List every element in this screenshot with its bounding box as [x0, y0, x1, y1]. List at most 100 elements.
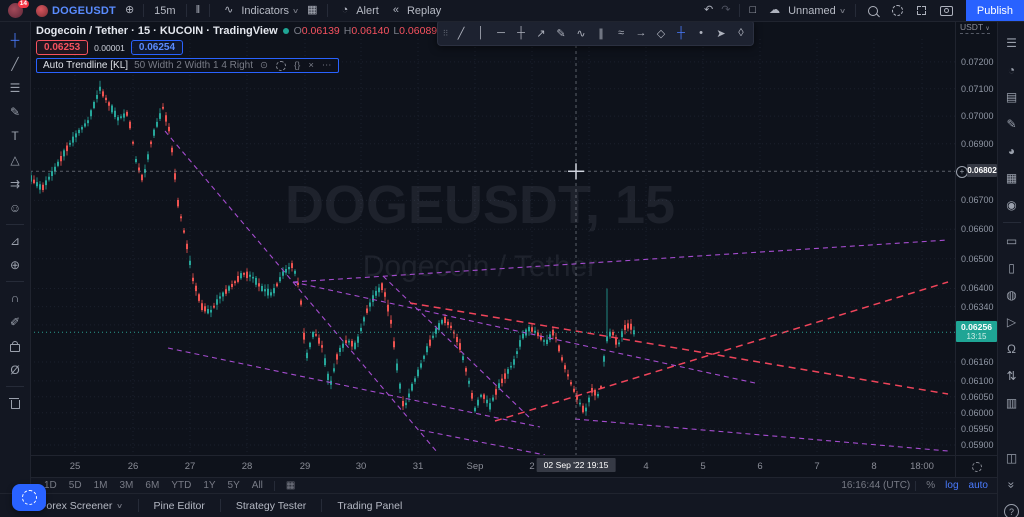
source-code-icon[interactable]: {} [293, 60, 301, 71]
tab-trading-panel[interactable]: Trading Panel [337, 499, 403, 512]
cross-line-tool[interactable]: ┼ [517, 27, 525, 39]
log-scale-button[interactable]: log [945, 480, 959, 491]
price-tick: 0.06700 [961, 195, 994, 205]
live-icon[interactable]: ▷ [1006, 314, 1017, 329]
alerts-icon[interactable]: ◔ [1007, 62, 1016, 77]
dot-tool[interactable]: • [699, 27, 703, 39]
cursor-tool[interactable]: ➤ [716, 27, 726, 40]
time-axis[interactable]: 25 26 27 28 29 30 31 Sep 2 4 5 6 7 8 18:00 02 Sep '22 1… [30, 455, 997, 478]
horizontal-line-tool[interactable]: ─ [497, 27, 505, 39]
range-button-1d[interactable]: 1D [44, 480, 57, 491]
tab-forex-screener[interactable]: Forex Screener ∨ [40, 499, 124, 512]
replay-button[interactable]: « Replay [384, 5, 446, 17]
magnet-tool[interactable]: ∩ [10, 291, 20, 305]
parallel-channel-tool[interactable]: ∥ [598, 27, 604, 40]
series-title[interactable]: Dogecoin / Tether · 15 · KUCOIN · Tradin… [36, 25, 278, 37]
fib-retracement-tool[interactable]: ☰ [9, 81, 21, 95]
user-avatar[interactable]: 14 [8, 0, 29, 18]
collapse-panel-icon[interactable]: » [1004, 481, 1019, 488]
indicator-row[interactable]: Auto Trendline [KL] 50 Width 2 Width 1 4… [36, 58, 340, 73]
notifications-bell-icon[interactable]: Ω [1007, 341, 1016, 356]
arrow-tool[interactable]: ↗ [536, 27, 546, 40]
public-chat-icon[interactable]: ▭ [1005, 233, 1018, 248]
help-icon[interactable]: ? [1001, 498, 1023, 517]
object-tree-icon[interactable]: ◫ [1005, 450, 1018, 465]
chart-style-icon[interactable]: ‖ [195, 4, 201, 16]
data-window-icon[interactable]: ▥ [1005, 395, 1018, 410]
save-layout-button[interactable]: ☁ Unnamed ∨ [760, 5, 850, 17]
zoom-in-tool[interactable]: ⊕ [9, 258, 21, 272]
measure-tool[interactable]: ⊿ [9, 234, 21, 248]
range-button-5y[interactable]: 5Y [227, 480, 240, 491]
calendar-icon[interactable]: ▦ [1005, 170, 1018, 185]
crosshair-tool[interactable]: ┼ [677, 27, 685, 39]
redo-icon[interactable]: ↷ [721, 4, 731, 16]
auto-scale-button[interactable]: auto [968, 480, 988, 491]
range-button-3m[interactable]: 3M [119, 480, 134, 491]
eye-icon[interactable]: ⊙ [260, 60, 268, 71]
screenshot-camera-icon[interactable] [939, 5, 953, 16]
indicator-templates-icon[interactable]: ▦ [307, 4, 318, 16]
rotated-rect-tool[interactable]: ◇ [656, 27, 666, 40]
streams-icon[interactable]: ◍ [1006, 287, 1017, 302]
settings-gear-icon[interactable] [891, 5, 903, 16]
drawing-mode-tool[interactable]: ✐ [9, 315, 21, 329]
sell-button[interactable]: 0.06253 [36, 40, 89, 55]
axis-currency-toggle[interactable]: USDT ∨ [960, 22, 990, 34]
range-button-1m[interactable]: 1M [93, 480, 108, 491]
search-icon[interactable] [867, 5, 878, 16]
axis-settings-gear-icon[interactable] [972, 462, 982, 472]
percent-scale-button[interactable]: % [926, 480, 936, 491]
eraser-tool[interactable]: ◊ [738, 27, 744, 39]
clock[interactable]: 16:16:44 (UTC) [841, 480, 911, 491]
news-icon[interactable]: ▤ [1005, 89, 1018, 104]
crosshair-tool[interactable]: ┼ [10, 33, 20, 47]
fullscreen-icon[interactable] [916, 6, 926, 15]
watchlist-icon[interactable]: ☰ [1006, 35, 1017, 50]
private-chat-icon[interactable]: ▯ [1008, 260, 1015, 275]
indicator-settings-icon[interactable] [275, 60, 286, 71]
publish-button[interactable]: Publish [965, 0, 1024, 21]
text-tool[interactable]: T [11, 129, 19, 143]
polyline-tool[interactable]: ∿ [576, 27, 586, 40]
tab-pine-editor[interactable]: Pine Editor [153, 499, 205, 512]
ideas-journal-icon[interactable]: ✎ [1006, 116, 1017, 131]
close-icon[interactable]: × [308, 60, 314, 71]
remove-all-drawings-tool[interactable] [4, 391, 26, 415]
range-button-all[interactable]: All [251, 480, 263, 491]
hotlists-icon[interactable]: ◕ [1007, 143, 1016, 158]
hide-all-drawings-tool[interactable]: Ø [10, 363, 20, 377]
range-button-1y[interactable]: 1Y [203, 480, 216, 491]
price-axis[interactable]: USDT ∨ 0.07200 0.07100 0.07000 0.06900 0.067… [955, 21, 998, 455]
flat-channel-tool[interactable]: ≈ [617, 27, 625, 39]
support-chat-button[interactable] [12, 484, 46, 511]
buy-button[interactable]: 0.06254 [130, 40, 184, 55]
brush-tool[interactable]: ✎ [556, 27, 566, 40]
tab-strategy-tester[interactable]: Strategy Tester [235, 499, 307, 512]
go-to-date-icon[interactable]: ▦ [285, 480, 296, 491]
brush-tool[interactable]: ✎ [9, 105, 21, 119]
drag-handle[interactable]: ⠿ [442, 28, 449, 38]
prediction-tool[interactable]: ⇉ [9, 177, 21, 191]
compare-add-icon[interactable]: ⊕ [124, 4, 135, 16]
pattern-tool[interactable]: △ [10, 153, 20, 167]
chart-area[interactable]: DOGEUSDT, 15 Dogecoin / Tether [30, 21, 955, 455]
dom-panel-icon[interactable]: ⇅ [1006, 368, 1017, 383]
more-icon[interactable]: ⋯ [321, 60, 332, 71]
interval-button[interactable]: 15m [154, 4, 176, 17]
alert-button[interactable]: ◔ Alert [333, 5, 384, 17]
range-button-6m[interactable]: 6M [145, 480, 160, 491]
emoji-tool[interactable]: ☺ [8, 201, 22, 215]
vertical-line-tool[interactable]: │ [477, 27, 485, 39]
undo-icon[interactable]: ↶ [704, 4, 714, 16]
layout-icon[interactable]: □ [749, 4, 757, 16]
trend-line-tool[interactable]: ╱ [11, 57, 19, 71]
lock-all-drawings-tool[interactable] [4, 334, 26, 358]
range-button-5d[interactable]: 5D [68, 480, 82, 491]
indicators-button[interactable]: ∿ Indicators ∨ [215, 5, 303, 17]
horizontal-ray-tool[interactable]: → [635, 27, 647, 39]
range-button-ytd[interactable]: YTD [171, 480, 192, 491]
symbol-button[interactable]: DOGEUSDT [31, 4, 121, 17]
trend-line-tool[interactable]: ╱ [457, 27, 465, 40]
ideas-icon[interactable]: ◉ [1006, 197, 1017, 212]
